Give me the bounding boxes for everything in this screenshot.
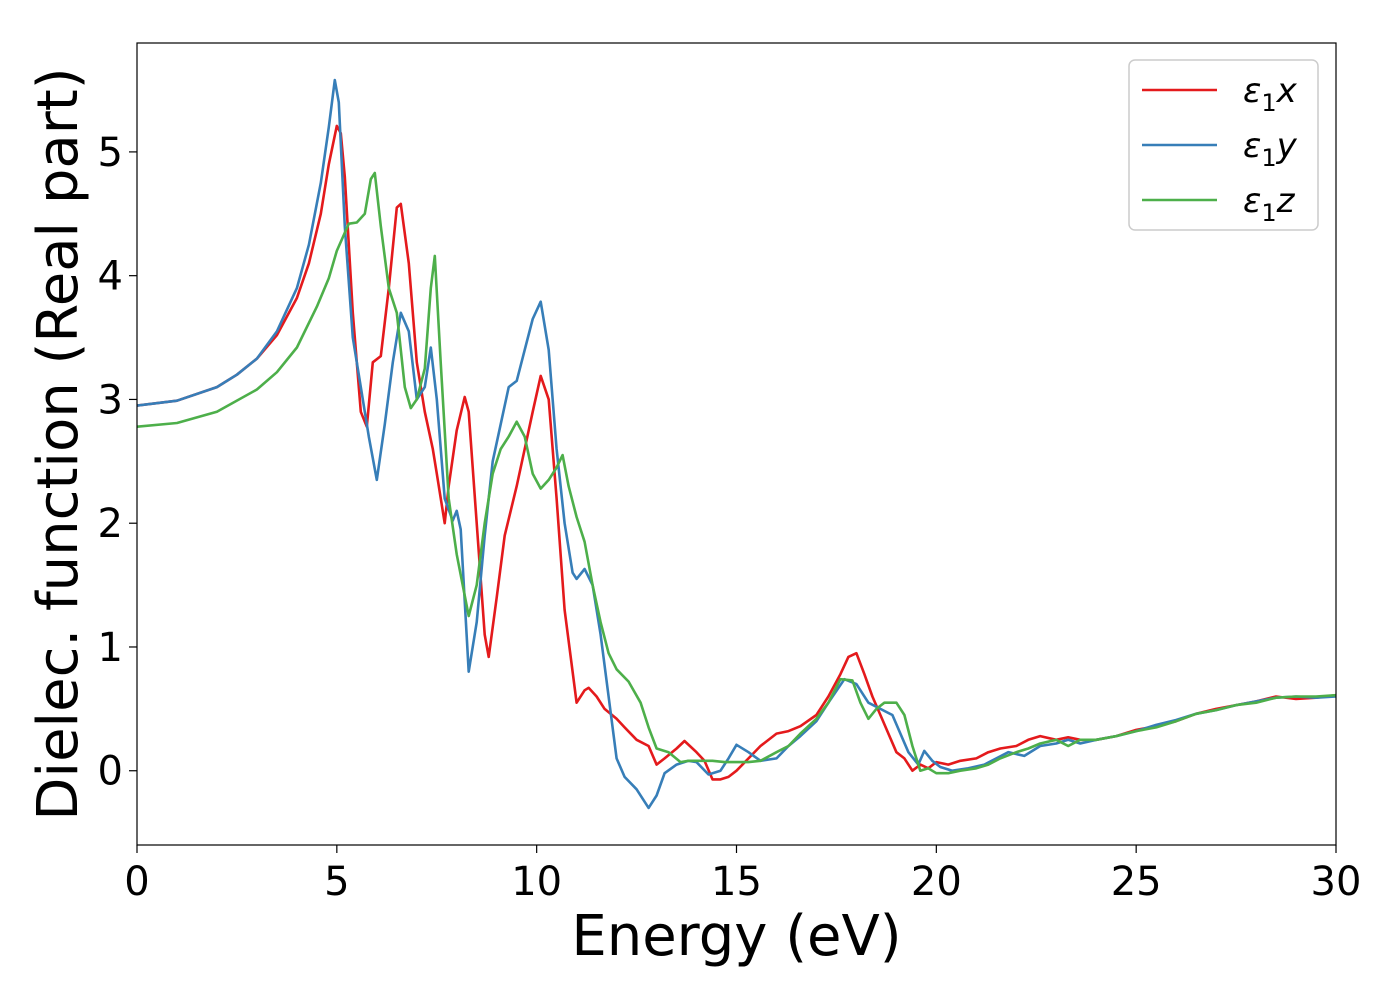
legend-label: ε1x [1243, 71, 1298, 117]
legend-box [1128, 59, 1319, 231]
legend-entry-y: ε1y [1142, 126, 1298, 172]
x-tick-label: 20 [911, 859, 962, 905]
x-tick-label: 10 [511, 859, 562, 905]
series-line-z [137, 171, 1336, 775]
y-axis-title: Dielec. function (Real part) [26, 67, 91, 820]
y-tick-label: 4 [98, 254, 123, 300]
legend-subscript: 1 [1261, 144, 1276, 172]
series-layer [137, 78, 1336, 810]
y-axis-ticks: 0 1 2 3 4 5 [98, 130, 137, 795]
x-tick-label: 25 [1111, 859, 1162, 905]
legend-variable: x [1276, 71, 1298, 111]
x-tick-label: 30 [1311, 859, 1362, 905]
series-line-x [137, 124, 1336, 781]
x-tick-label: 0 [124, 859, 149, 905]
legend-variable: y [1276, 126, 1298, 166]
series-line-y [137, 78, 1336, 810]
y-tick-label: 1 [98, 625, 123, 671]
y-tick-label: 0 [98, 749, 123, 795]
legend-variable: z [1276, 181, 1296, 221]
x-tick-label: 5 [324, 859, 349, 905]
legend-symbol: ε [1243, 126, 1261, 166]
legend-label: ε1z [1243, 181, 1296, 227]
legend-subscript: 1 [1261, 89, 1276, 117]
legend-symbol: ε [1243, 181, 1261, 221]
legend-label: ε1y [1243, 126, 1298, 172]
y-tick-label: 5 [98, 130, 123, 176]
legend-entry-z: ε1z [1142, 181, 1296, 227]
legend-entry-x: ε1x [1142, 71, 1298, 117]
legend-symbol: ε [1243, 71, 1261, 111]
x-axis-ticks: 0 5 10 15 20 25 30 [124, 845, 1361, 905]
x-axis-title: Energy (eV) [571, 904, 901, 969]
x-tick-label: 15 [711, 859, 762, 905]
y-tick-label: 3 [98, 377, 123, 423]
legend-subscript: 1 [1261, 199, 1276, 227]
y-tick-label: 2 [98, 501, 123, 547]
